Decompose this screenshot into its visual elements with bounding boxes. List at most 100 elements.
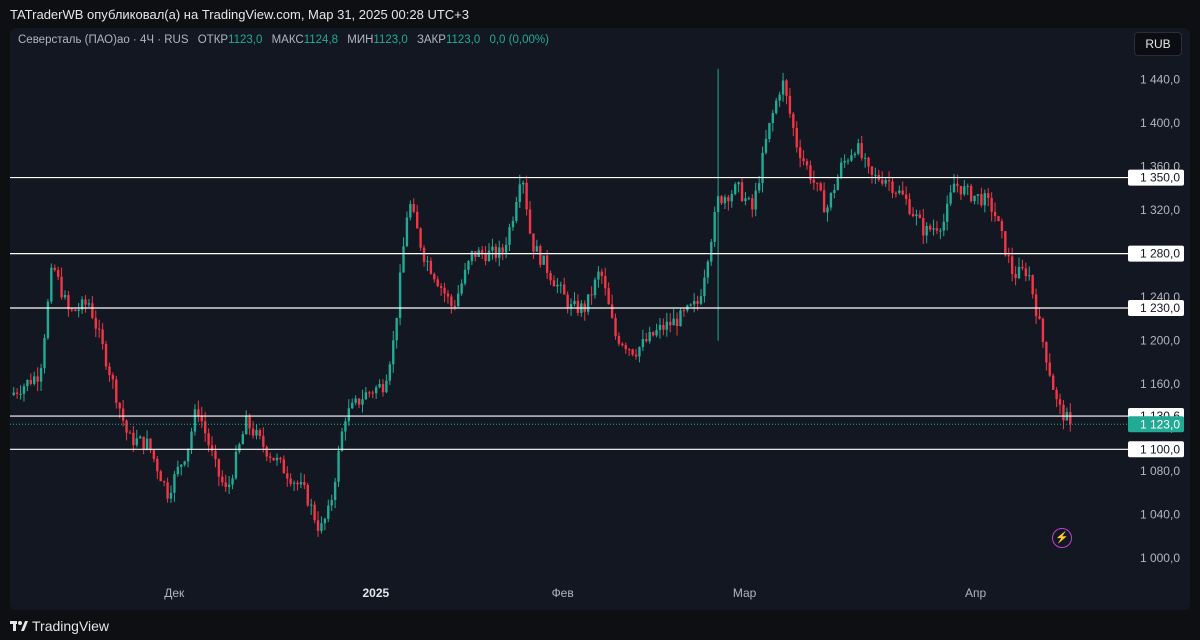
candle-body	[716, 196, 720, 213]
candle-body	[552, 280, 556, 287]
candle-body	[949, 192, 952, 204]
candle-body	[36, 376, 39, 382]
candle-body	[248, 415, 251, 429]
candle-body	[450, 296, 453, 306]
y-tick-label: 1 000,0	[1140, 551, 1180, 565]
candle-body	[778, 94, 781, 101]
candle-body	[299, 482, 303, 485]
candle-body	[651, 331, 655, 336]
candle-body	[1051, 375, 1055, 390]
candle-body	[894, 192, 898, 194]
candle-body	[395, 317, 398, 341]
candle-body	[149, 438, 152, 451]
candle-body	[344, 421, 347, 432]
candle-body	[26, 379, 29, 387]
candle-body	[744, 198, 747, 202]
candle-body	[761, 152, 764, 184]
candle-body	[627, 349, 631, 351]
candle-body	[839, 162, 843, 177]
candle-body	[286, 473, 289, 479]
candle-body	[798, 147, 802, 159]
candle-body	[491, 246, 494, 251]
lightning-icon[interactable]: ⚡	[1052, 528, 1072, 548]
candle-body	[84, 299, 87, 305]
candle-body	[265, 446, 268, 457]
candle-body	[128, 432, 132, 434]
candle-body	[388, 364, 392, 381]
candle-body	[108, 366, 111, 376]
candle-body	[142, 436, 145, 450]
x-tick-label: 2025	[362, 586, 389, 600]
candle-body	[648, 331, 651, 342]
candle-body	[658, 324, 662, 331]
candle-body	[1038, 316, 1041, 319]
price-level-tag	[1128, 169, 1184, 186]
candle-body	[262, 435, 265, 447]
candle-body	[597, 271, 600, 280]
candle-body	[874, 174, 877, 176]
candle-body	[169, 492, 173, 499]
candle-body	[121, 408, 125, 421]
candle-body	[1048, 362, 1051, 376]
last-price-tag	[1128, 416, 1184, 433]
candle-body	[638, 347, 641, 357]
high-label: МАКС	[271, 34, 304, 46]
candle-body	[1000, 221, 1004, 232]
candle-body	[645, 339, 648, 342]
candle-body	[439, 286, 443, 288]
candle-body	[809, 165, 812, 180]
footer: TradingView	[0, 612, 1200, 640]
candle-body	[207, 433, 210, 446]
candle-body	[221, 476, 224, 483]
candle-body	[699, 296, 703, 304]
candle-body	[245, 415, 248, 435]
candle-body	[768, 123, 771, 139]
candle-body	[1017, 266, 1021, 279]
candle-body	[289, 478, 292, 484]
candle-body	[320, 523, 323, 531]
candle-body	[159, 471, 162, 482]
candle-body	[330, 500, 333, 506]
candle-body	[43, 338, 46, 369]
low-label: МИН	[347, 34, 374, 46]
candle-body	[853, 153, 857, 156]
y-tick-label: 1 160,0	[1140, 377, 1180, 391]
currency-button[interactable]: RUB	[1134, 32, 1182, 56]
candle-body	[843, 160, 846, 163]
candle-body	[785, 80, 788, 96]
close-label: ЗАКР	[416, 34, 446, 46]
candle-body	[792, 113, 795, 128]
candle-body	[429, 260, 433, 274]
candle-body	[436, 279, 439, 287]
candle-body	[296, 482, 299, 485]
candle-body	[504, 244, 508, 253]
candle-body	[1007, 255, 1010, 257]
candle-body	[1031, 275, 1034, 295]
candle-body	[327, 505, 330, 519]
candle-body	[258, 430, 262, 436]
candle-body	[997, 216, 1000, 222]
candle-body	[604, 275, 607, 289]
candle-body	[952, 183, 956, 193]
candle-body	[689, 304, 692, 306]
chart-panel[interactable]: 1 000,01 040,01 080,01 120,01 160,01 200…	[10, 28, 1190, 610]
candle-body	[669, 321, 672, 326]
candle-body	[617, 336, 621, 344]
x-tick-label: Фев	[552, 586, 574, 600]
candle-body	[928, 225, 932, 230]
candle-body	[812, 179, 816, 183]
candle-body	[74, 309, 77, 311]
last-price-label: 1 123,0	[1140, 417, 1180, 431]
candle-body	[795, 127, 798, 148]
candle-body	[822, 190, 826, 213]
candle-body	[740, 182, 744, 202]
x-tick-label: Дек	[164, 586, 185, 600]
candle-body	[559, 284, 563, 286]
candle-body	[720, 196, 723, 204]
candle-body	[521, 182, 525, 185]
candle-body	[751, 198, 754, 210]
candle-body	[621, 343, 624, 346]
candle-body	[586, 294, 590, 312]
candle-body	[186, 448, 190, 462]
candlestick-chart[interactable]: 1 000,01 040,01 080,01 120,01 160,01 200…	[10, 28, 1190, 610]
